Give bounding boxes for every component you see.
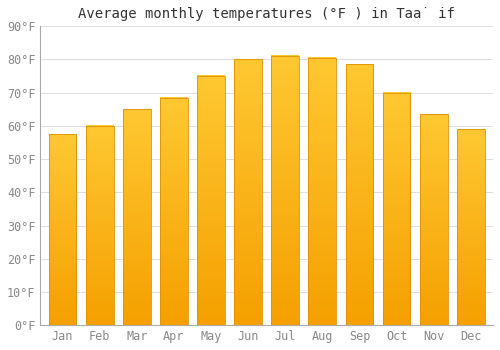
- Bar: [308, 58, 336, 325]
- Bar: [160, 98, 188, 325]
- Bar: [86, 126, 114, 325]
- Bar: [346, 64, 374, 325]
- Bar: [234, 60, 262, 325]
- Bar: [457, 129, 484, 325]
- Bar: [382, 93, 410, 325]
- Bar: [197, 76, 225, 325]
- Bar: [48, 134, 76, 325]
- Bar: [420, 114, 448, 325]
- Title: Average monthly temperatures (°F ) in Taȧ if: Average monthly temperatures (°F ) in Ta…: [78, 7, 455, 21]
- Bar: [123, 109, 150, 325]
- Bar: [272, 56, 299, 325]
